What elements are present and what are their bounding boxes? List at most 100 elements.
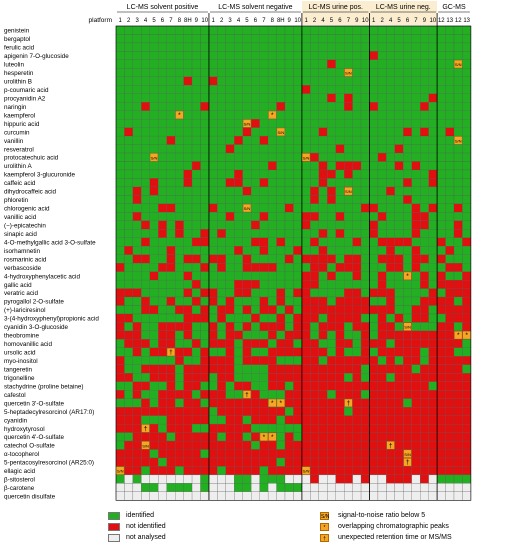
heatmap-cell — [462, 364, 472, 374]
heatmap-cell — [251, 25, 260, 35]
heatmap-cell — [403, 212, 412, 221]
heatmap-cell — [183, 186, 193, 196]
flag-mark: S/N — [345, 189, 352, 194]
heatmap-cell — [436, 178, 446, 188]
heatmap-cell — [403, 246, 412, 255]
heatmap-cell — [251, 34, 260, 44]
heatmap-cell — [183, 93, 193, 103]
heatmap-cell — [267, 440, 277, 450]
heatmap-cell — [428, 85, 438, 94]
heatmap-cell — [453, 51, 463, 61]
heatmap-cell — [394, 93, 404, 103]
heatmap-cell — [149, 449, 159, 459]
row-label: 3-(4-hydroxyphenyl)propionic acid — [4, 316, 99, 323]
heatmap-cell — [149, 254, 159, 264]
heatmap-cell — [166, 254, 176, 264]
heatmap-cell — [141, 474, 150, 484]
heatmap-cell — [200, 152, 210, 162]
heatmap-cell — [166, 474, 176, 484]
heatmap-cell — [191, 440, 201, 450]
heatmap-cell — [276, 449, 286, 459]
heatmap-cell — [301, 229, 311, 238]
heatmap-cell — [200, 76, 210, 86]
heatmap-cell — [175, 119, 184, 128]
heatmap-cell — [386, 423, 395, 433]
heatmap-cell — [284, 93, 294, 103]
heatmap-cell — [267, 423, 277, 433]
heatmap-cell — [445, 432, 455, 442]
flag-cell — [302, 466, 311, 475]
heatmap-cell — [301, 161, 311, 171]
heatmap-cell — [462, 59, 472, 69]
heatmap-cell — [369, 432, 379, 442]
heatmap-cell — [428, 390, 438, 399]
heatmap-cell — [234, 178, 243, 188]
heatmap-cell — [208, 432, 218, 442]
heatmap-cell — [327, 407, 336, 416]
heatmap-cell — [141, 271, 150, 281]
heatmap-cell — [327, 440, 336, 450]
heatmap-cell — [327, 144, 336, 154]
heatmap-cell — [259, 313, 269, 323]
heatmap-cell — [360, 373, 370, 382]
heatmap-cell — [217, 322, 226, 332]
heatmap-cell — [318, 381, 328, 391]
heatmap-cell — [436, 415, 446, 425]
heatmap-cell — [445, 474, 455, 484]
heatmap-cell — [141, 127, 150, 137]
heatmap-cell — [200, 491, 210, 501]
heatmap-cell — [445, 330, 455, 340]
heatmap-cell — [318, 212, 328, 221]
heatmap-cell — [251, 432, 260, 442]
heatmap-cell — [445, 42, 455, 52]
heatmap-cell — [420, 127, 429, 137]
heatmap-cell — [377, 152, 387, 162]
heatmap-cell — [335, 423, 345, 433]
heatmap-cell — [420, 390, 429, 399]
heatmap-cell — [284, 169, 294, 179]
heatmap-cell — [462, 254, 472, 264]
heatmap-cell — [386, 186, 395, 196]
heatmap-cell — [453, 25, 463, 35]
heatmap-cell — [200, 279, 210, 289]
heatmap-cell — [301, 364, 311, 374]
heatmap-cell — [242, 59, 252, 69]
heatmap-cell — [386, 381, 395, 391]
heatmap-cell — [115, 186, 125, 196]
heatmap-cell — [453, 102, 463, 111]
heatmap-cell — [403, 195, 412, 204]
heatmap-cell — [208, 59, 218, 69]
heatmap-cell — [141, 398, 150, 408]
heatmap-cell — [318, 449, 328, 459]
heatmap-cell — [191, 195, 201, 204]
heatmap-cell — [234, 415, 243, 425]
heatmap-cell — [453, 85, 463, 94]
heatmap-cell — [335, 93, 345, 103]
heatmap-cell — [208, 288, 218, 298]
heatmap-cell — [175, 152, 184, 162]
heatmap-cell — [183, 169, 193, 179]
heatmap-cell — [234, 373, 243, 382]
heatmap-cell — [276, 474, 286, 484]
heatmap-cell — [369, 51, 379, 61]
heatmap-cell — [124, 59, 134, 69]
heatmap-cell — [360, 93, 370, 103]
heatmap-cell — [183, 178, 193, 188]
heatmap-cell — [158, 119, 167, 128]
heatmap-cell — [141, 390, 150, 399]
heatmap-cell — [183, 263, 193, 272]
heatmap-cell — [208, 25, 218, 35]
heatmap-cell — [242, 415, 252, 425]
heatmap-cell — [369, 110, 379, 120]
heatmap-cell — [436, 423, 446, 433]
heatmap-cell — [132, 423, 142, 433]
heatmap-cell — [462, 152, 472, 162]
row-label: (−)-epicatechin — [4, 222, 46, 229]
row-label: stachydrine (proline betaine) — [4, 383, 83, 390]
heatmap-cell — [124, 296, 134, 306]
heatmap-cell — [141, 466, 150, 476]
heatmap-cell — [141, 246, 150, 255]
heatmap-cell — [115, 110, 125, 120]
heatmap-cell — [166, 229, 176, 238]
heatmap-cell — [293, 195, 303, 204]
